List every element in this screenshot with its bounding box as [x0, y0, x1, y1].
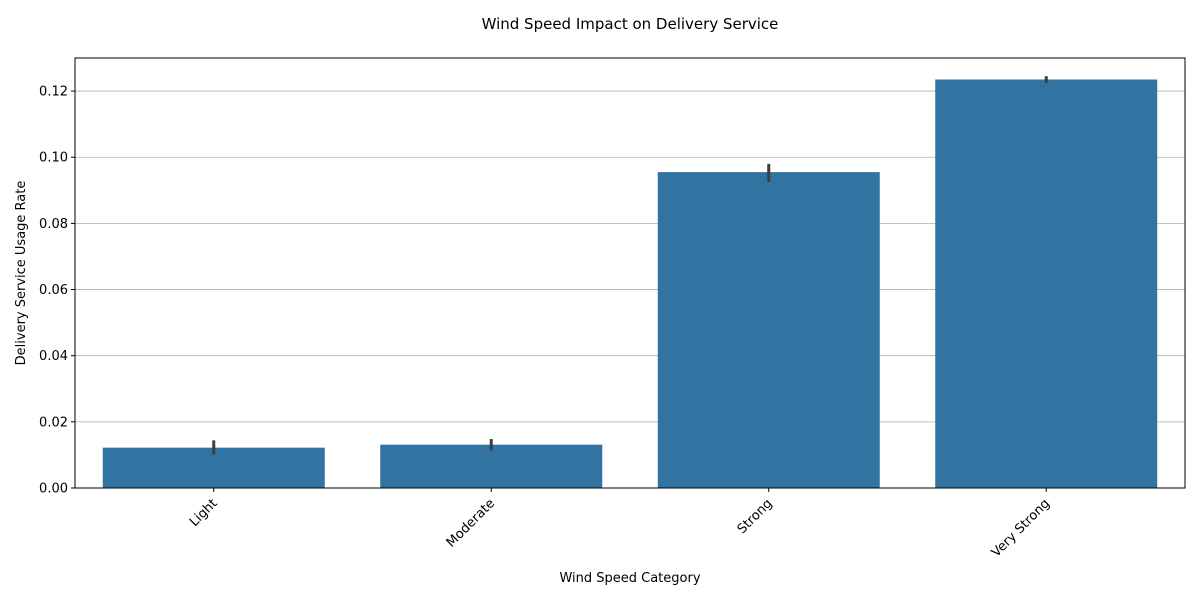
x-tick-label: Moderate — [444, 496, 498, 550]
y-axis: 0.00 0.02 0.04 0.06 0.08 0.10 0.12 — [39, 85, 75, 497]
bars — [102, 79, 1158, 488]
y-tick-label: 0.00 — [39, 482, 68, 497]
x-tick-label: Very Strong — [989, 496, 1053, 560]
y-tick-label: 0.04 — [39, 349, 68, 364]
y-tick-label: 0.02 — [39, 415, 68, 430]
y-tick-label: 0.06 — [39, 283, 68, 298]
plot-frame — [74, 57, 1186, 489]
y-axis-label: Delivery Service Usage Rate — [14, 181, 29, 366]
bar — [657, 172, 880, 488]
y-tick-label: 0.10 — [39, 151, 68, 166]
x-axis: Light Moderate Strong Very Strong — [187, 488, 1053, 561]
chart-title: Wind Speed Impact on Delivery Service — [482, 15, 779, 33]
y-tick-label: 0.08 — [39, 217, 68, 232]
bar — [380, 444, 603, 488]
y-tick-label: 0.12 — [39, 85, 68, 100]
x-tick-label: Light — [187, 496, 221, 530]
x-tick-label: Strong — [735, 496, 776, 537]
error-bars — [212, 76, 1048, 455]
bar — [935, 79, 1158, 488]
x-axis-label: Wind Speed Category — [559, 571, 700, 586]
